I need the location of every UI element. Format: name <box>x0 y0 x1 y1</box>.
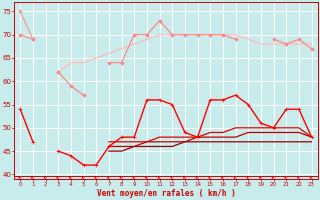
X-axis label: Vent moyen/en rafales ( km/h ): Vent moyen/en rafales ( km/h ) <box>97 189 235 198</box>
